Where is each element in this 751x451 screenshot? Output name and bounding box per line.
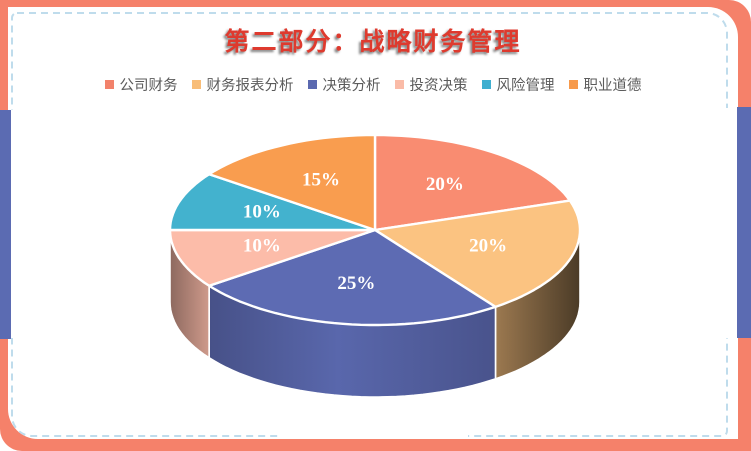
legend-item: 投资决策 [394,74,468,95]
content-card: 第二部分：战略财务管理 公司财务 财务报表分析 决策分析 投资决策 风险管理 职业道德 [8,7,738,439]
legend-swatch-icon [191,80,201,89]
legend-swatch-icon [481,80,491,89]
legend-item: 决策分析 [307,74,381,95]
legend-label: 决策分析 [322,78,381,94]
legend-item: 财务报表分析 [191,74,294,95]
right-accent-band [737,107,751,338]
legend-label: 财务报表分析 [206,78,294,94]
legend-item: 风险管理 [481,74,555,95]
legend-swatch-icon [307,80,317,89]
legend-swatch-icon [568,80,578,89]
legend-label: 职业道德 [583,78,642,94]
page-title: 第二部分：战略财务管理 [224,28,522,56]
legend-item: 职业道德 [568,74,642,95]
legend-swatch-icon [394,80,404,89]
legend-item: 公司财务 [104,74,178,95]
legend: 公司财务 财务报表分析 决策分析 投资决策 风险管理 职业道德 [8,74,738,95]
legend-label: 投资决策 [409,78,468,94]
legend-label: 公司财务 [119,78,178,94]
legend-swatch-icon [104,80,114,89]
legend-label: 风险管理 [496,78,555,94]
